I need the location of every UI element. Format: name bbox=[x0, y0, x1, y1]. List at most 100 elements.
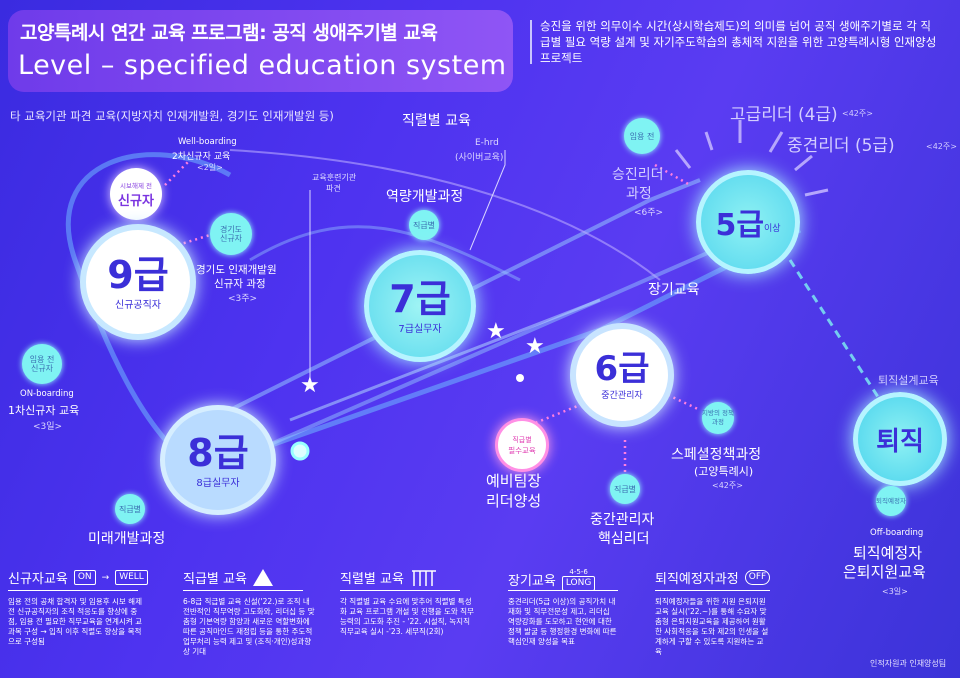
retire-dot: 퇴직예정자 bbox=[876, 486, 906, 516]
dots-gg bbox=[177, 233, 211, 247]
grade-7-circle: 7급 7급실무자 bbox=[364, 250, 476, 362]
onb-dot-label: 임용 전 bbox=[29, 355, 55, 364]
gg-duration: <3주> bbox=[228, 294, 258, 304]
section-divider bbox=[508, 590, 618, 591]
wellboarding-duration: <2일> bbox=[197, 163, 223, 172]
grade-6-circle: 6급 중간관리자 bbox=[570, 323, 674, 427]
retire-circle: 퇴직 bbox=[853, 392, 947, 486]
section-divider bbox=[8, 590, 138, 591]
offboarding-course: 퇴직예정자 bbox=[853, 544, 923, 562]
spec-course: 스페셜정책과정 bbox=[671, 447, 762, 463]
promo-duration: <6주> bbox=[634, 208, 664, 218]
spec-dot: 지방의 정책과정 bbox=[702, 402, 734, 434]
dispatch-label: 타 교육기관 파견 교육(지방자치 인재개발원, 경기도 인재개발원 등) bbox=[10, 109, 334, 123]
section-grade-title: 직급별 교육 bbox=[183, 568, 273, 587]
grade-6-sub: 중간관리자 bbox=[601, 390, 643, 401]
competency-label: 역량개발과정 bbox=[386, 189, 464, 205]
spec-course-sub: (고양특례시) bbox=[694, 465, 754, 478]
section-newbie-title: 신규자교육 ON → WELL bbox=[8, 568, 148, 587]
band-upper bbox=[169, 178, 701, 442]
grade-9-label: 9급 bbox=[107, 252, 169, 297]
page-title: 고양특례시 연간 교육 프로그램: 공직 생애주기별 교육 bbox=[20, 22, 438, 44]
offboarding-course-sub: 은퇴지원교육 bbox=[843, 563, 926, 581]
long-tag: LONG bbox=[561, 576, 596, 591]
core-course-sub: 핵심리더 bbox=[598, 531, 650, 547]
page-subtitle: Level – specified education system bbox=[18, 50, 507, 81]
grade-7-sub: 7급실무자 bbox=[398, 323, 442, 335]
long-edu-label: 장기교육 bbox=[648, 282, 700, 298]
leader-dot-label-2: 필수교육 bbox=[508, 445, 536, 455]
footer-credit: 인적자원과 인재양성팀 bbox=[870, 659, 947, 668]
section-title: 신규자교육 bbox=[8, 572, 68, 587]
leader-dot: 직급별 필수교육 bbox=[495, 418, 549, 472]
section-title: 직렬별 교육 bbox=[340, 572, 404, 587]
grade-5-suffix: 이상 bbox=[763, 223, 781, 234]
dots-promo bbox=[654, 163, 691, 187]
section-newbie-body: 임용 전의 공채 합격자 및 임용후 시보 해제 전 신규공직자의 조직 적응도… bbox=[8, 597, 142, 646]
promo-course-sub: 과정 bbox=[626, 186, 652, 202]
grade-8-circle: 8급 8급실무자 bbox=[160, 405, 276, 515]
section-long-title: 장기교육 4-5-6 LONG bbox=[508, 568, 596, 591]
well-tag: WELL bbox=[115, 570, 148, 585]
offboarding-label: Off-boarding bbox=[870, 528, 924, 538]
intro-divider bbox=[530, 20, 532, 64]
competency-dot: 직급별 bbox=[409, 210, 439, 240]
newbie-circle: 시보해제 전 신규자 bbox=[110, 168, 162, 220]
senior-leader: 고급리더 (4급) bbox=[730, 105, 838, 125]
triangle-icon bbox=[252, 569, 273, 586]
spec-duration: <42주> bbox=[712, 481, 743, 490]
band-lower bbox=[199, 228, 761, 477]
section-series-body: 각 직렬별 교육 수요에 맞추어 직렬별 특성화 교육 프로그램 개설 및 진행… bbox=[340, 597, 474, 636]
grade-6-label: 6급 bbox=[594, 348, 650, 389]
grade-9-circle: 9급 신규공직자 bbox=[80, 224, 196, 340]
onboarding-course: 1차신규자 교육 bbox=[8, 404, 80, 417]
star-icon: ★ bbox=[525, 334, 545, 359]
section-title: 퇴직예정자과정 bbox=[655, 572, 739, 587]
mid-leader: 중견리더 (5급) bbox=[787, 136, 895, 156]
retire-design-label: 퇴직설계교육 bbox=[878, 374, 939, 387]
onboarding-label: ON-boarding bbox=[20, 389, 74, 399]
section-retire-title: 퇴직예정자과정 OFF bbox=[655, 568, 771, 587]
section-long-body: 중견리더(5급 이상)의 공직가치 내재화 및 직무전문성 제고, 리더십 역량… bbox=[508, 597, 617, 646]
dots-spec bbox=[667, 393, 701, 412]
future-dot: 직급별 bbox=[115, 494, 145, 524]
leader-course: 예비팀장 bbox=[486, 472, 542, 490]
section-divider bbox=[655, 590, 770, 591]
promo-course: 승진리더 bbox=[612, 167, 664, 183]
star-icon: ★ bbox=[486, 319, 506, 344]
gg-dot-label-2: 신규자 bbox=[219, 234, 243, 243]
section-divider bbox=[183, 590, 303, 591]
section-retire-body: 퇴직예정자들을 위한 지원 은퇴지원교육 실시('22.~)를 통해 수요자 맞… bbox=[655, 597, 769, 656]
grade-5-label: 5급 bbox=[715, 208, 764, 243]
section-grade-body: 6-8급 직급별 교육 신설('22.)로 조직 내 전반적인 직무역량 고도화… bbox=[183, 597, 315, 656]
inst-label: 교육훈련기관 bbox=[312, 173, 357, 182]
grade-8-label: 8급 bbox=[187, 430, 249, 475]
wellboarding-course: 2차신규자 교육 bbox=[172, 152, 231, 162]
bars-icon bbox=[411, 569, 436, 586]
band-inner bbox=[289, 298, 601, 422]
wellboarding-label: Well-boarding bbox=[178, 137, 237, 147]
promo-dot: 임용 전 bbox=[624, 118, 660, 154]
grade-5-circle: 5급 이상 bbox=[696, 170, 800, 274]
off-tag: OFF bbox=[744, 570, 771, 585]
band-mid bbox=[249, 225, 521, 282]
leader-course-sub: 리더양성 bbox=[486, 492, 542, 510]
star-icon: ★ bbox=[300, 373, 320, 398]
section-series-title: 직렬별 교육 bbox=[340, 568, 438, 587]
mid-duration: <42주> bbox=[926, 142, 957, 151]
dots-well bbox=[164, 159, 191, 186]
ehrd-connector bbox=[469, 150, 506, 251]
newbie-label: 신규자 bbox=[118, 193, 154, 209]
gg-course: 경기도 인재개발원 bbox=[196, 264, 277, 276]
retire-connector bbox=[788, 259, 882, 401]
gg-dot-label: 경기도 bbox=[219, 225, 243, 234]
leader-dot-label: 직급별 bbox=[512, 435, 532, 444]
title-banner bbox=[8, 10, 513, 92]
arc-line bbox=[229, 149, 661, 281]
node-dot bbox=[516, 374, 524, 382]
onboarding-duration: <3일> bbox=[33, 422, 63, 432]
gg-dot: 경기도 신규자 bbox=[210, 213, 252, 255]
grade-9-sub: 신규공직자 bbox=[115, 299, 161, 311]
on-tag: ON bbox=[73, 570, 96, 585]
